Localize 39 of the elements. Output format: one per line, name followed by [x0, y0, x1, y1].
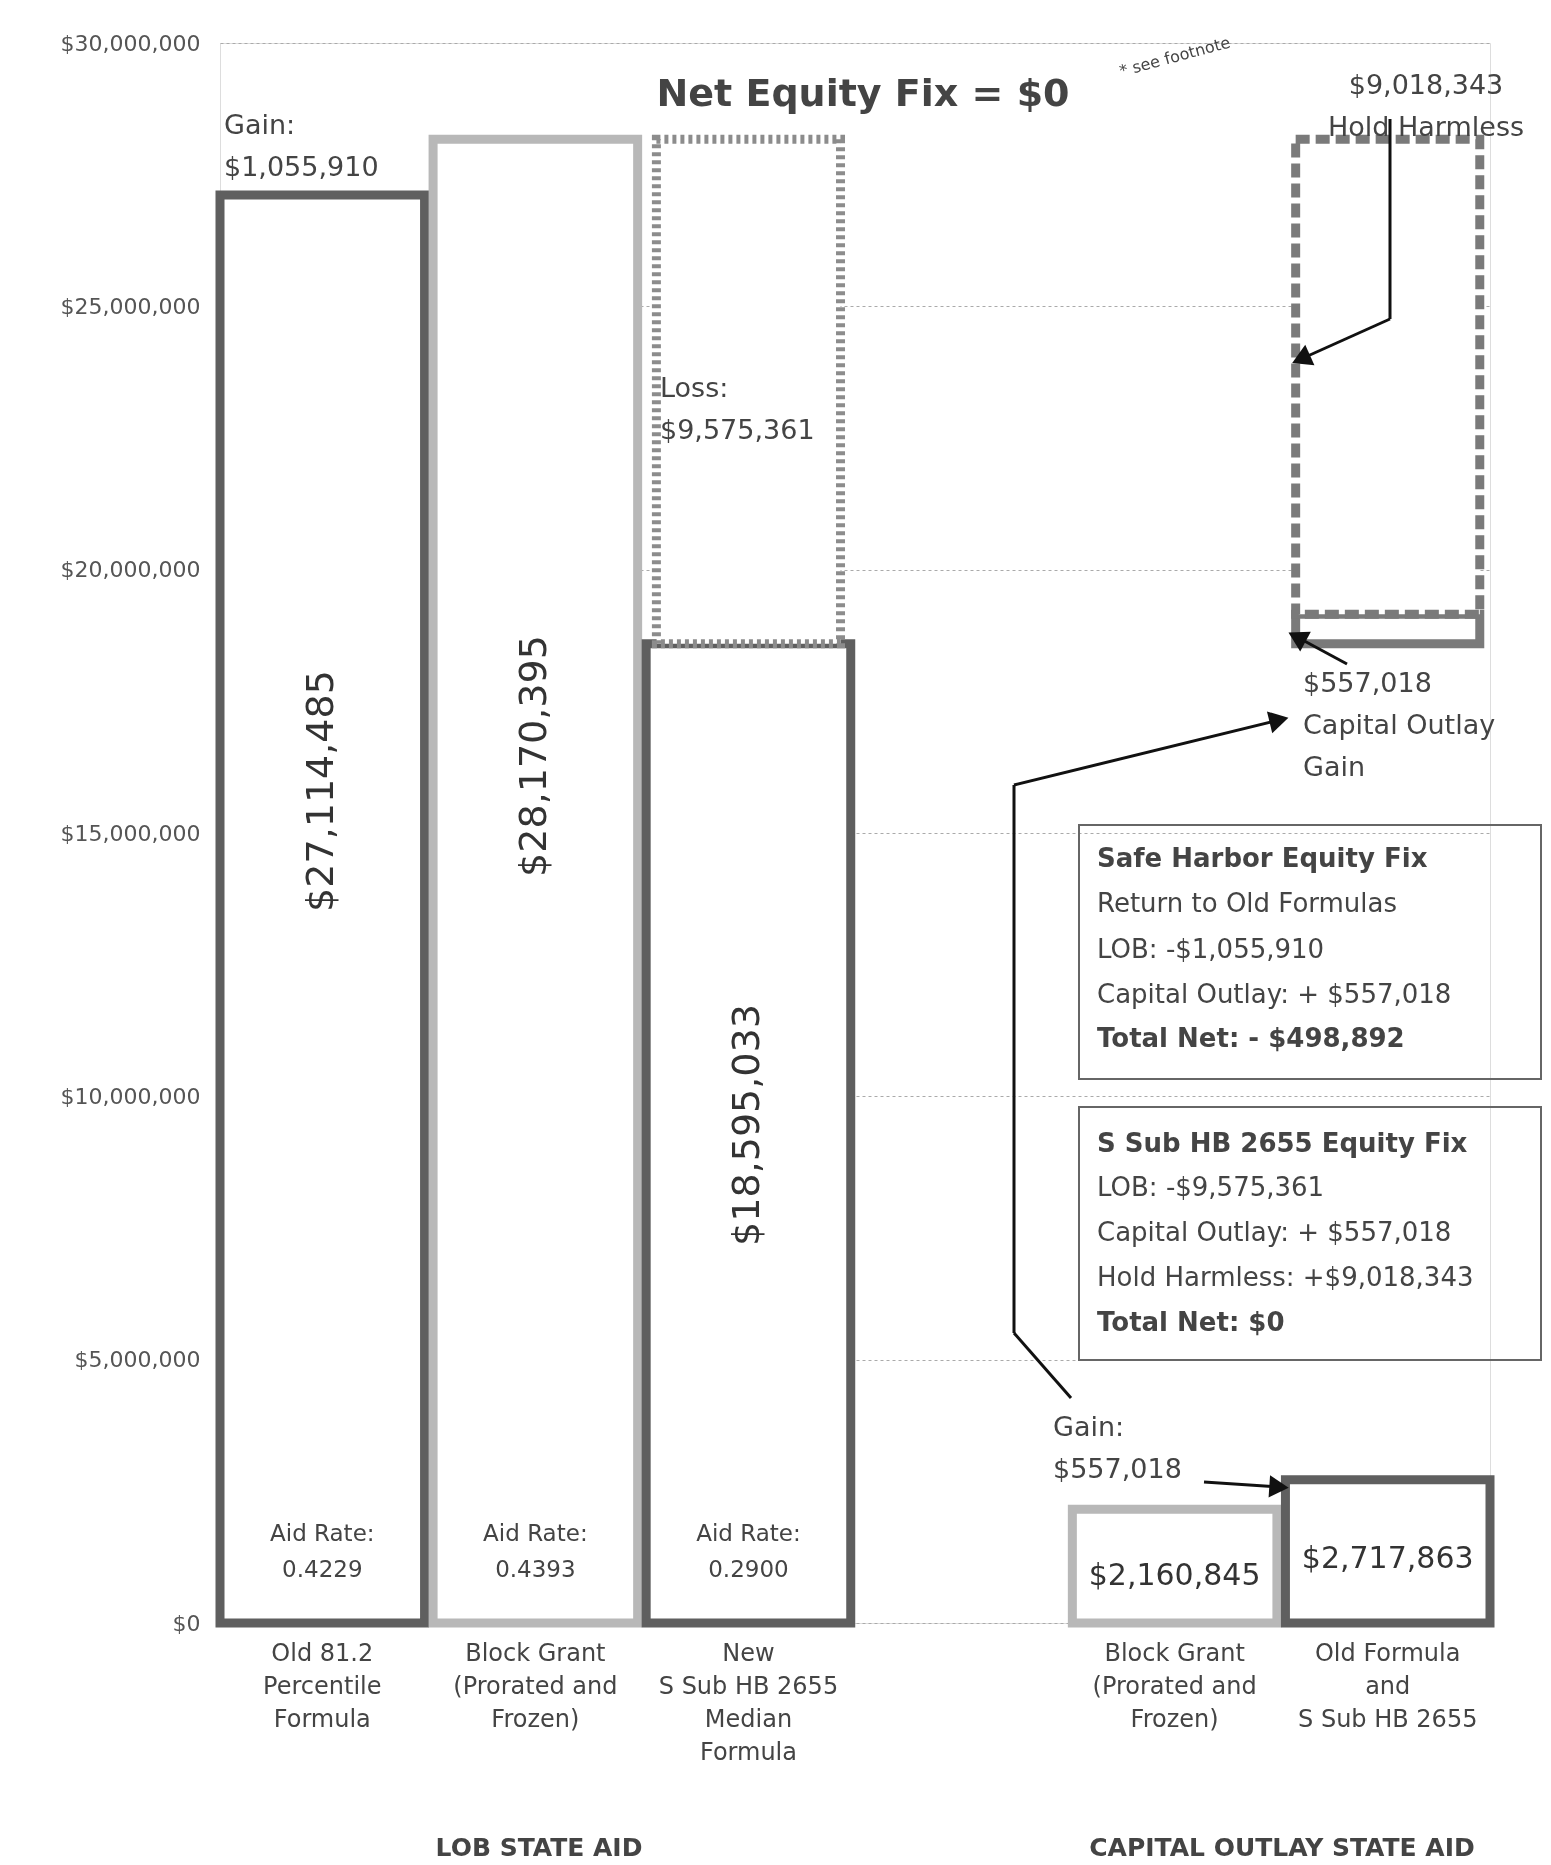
annotation: Total Net: - $498,892	[1097, 1023, 1405, 1053]
annotation: Capital Outlay: + $557,018	[1097, 979, 1452, 1009]
annotation: Total Net: $0	[1097, 1307, 1285, 1337]
y-tick-label: $0	[172, 1610, 201, 1636]
annotation: $557,018 Capital Outlay Gain	[1303, 667, 1496, 782]
text: LOB STATE AID	[435, 1833, 643, 1862]
x-tick-label: Old Formula and S Sub HB 2655	[1298, 1638, 1478, 1733]
text: CAPITAL OUTLAY STATE AID	[1089, 1833, 1475, 1862]
annotation: Net Equity Fix = $0	[656, 71, 1070, 115]
annotation: $9,018,343 Hold Harmless	[1327, 69, 1525, 142]
annotation: LOB: -$1,055,910	[1097, 934, 1325, 964]
data-label: $18,595,033	[724, 1004, 769, 1246]
annotation: Gain: $1,055,910	[224, 109, 379, 182]
annotation: Loss: $9,575,361	[660, 372, 815, 445]
annotation: S Sub HB 2655 Equity Fix	[1097, 1128, 1468, 1158]
annotation: Aid Rate: 0.4229	[270, 1520, 375, 1582]
y-tick-label: $5,000,000	[74, 1347, 201, 1373]
data-label: $2,160,845	[1088, 1557, 1261, 1592]
annotation: * see footnote	[1117, 32, 1233, 81]
y-tick-label: $30,000,000	[60, 30, 201, 56]
y-tick-label: $15,000,000	[60, 820, 201, 846]
x-tick-label: Block Grant (Prorated and Frozen)	[1092, 1638, 1257, 1733]
annotation: Aid Rate: 0.2900	[696, 1520, 801, 1582]
annotation: Gain: $557,018	[1053, 1411, 1182, 1484]
annotation: Safe Harbor Equity Fix	[1097, 843, 1428, 873]
annotation: Capital Outlay: + $557,018	[1097, 1217, 1452, 1247]
data-label: $28,170,395	[511, 635, 556, 877]
x-tick-label: Block Grant (Prorated and Frozen)	[453, 1638, 618, 1733]
annotation: Hold Harmless: +$9,018,343	[1097, 1262, 1474, 1292]
data-label: $27,114,485	[298, 670, 343, 912]
y-tick-label: $10,000,000	[60, 1083, 201, 1109]
annotation: Return to Old Formulas	[1097, 888, 1398, 918]
x-tick-label: New S Sub HB 2655 Median Formula	[658, 1638, 839, 1766]
x-tick-label: Old 81.2 Percentile Formula	[263, 1638, 382, 1733]
annotation: LOB: -$9,575,361	[1097, 1172, 1325, 1202]
y-tick-label: $25,000,000	[60, 293, 201, 319]
data-label: $2,717,863	[1301, 1540, 1474, 1575]
y-tick-label: $20,000,000	[60, 557, 201, 583]
annotation: Aid Rate: 0.4393	[483, 1520, 588, 1582]
